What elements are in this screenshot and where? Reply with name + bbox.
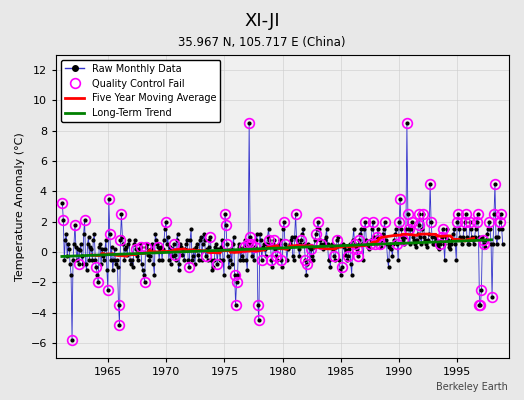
Y-axis label: Temperature Anomaly (°C): Temperature Anomaly (°C) [15,132,25,281]
Legend: Raw Monthly Data, Quality Control Fail, Five Year Moving Average, Long-Term Tren: Raw Monthly Data, Quality Control Fail, … [61,60,221,122]
Text: Berkeley Earth: Berkeley Earth [436,382,508,392]
Text: XI-JI: XI-JI [244,12,280,30]
Text: 35.967 N, 105.717 E (China): 35.967 N, 105.717 E (China) [178,36,346,49]
